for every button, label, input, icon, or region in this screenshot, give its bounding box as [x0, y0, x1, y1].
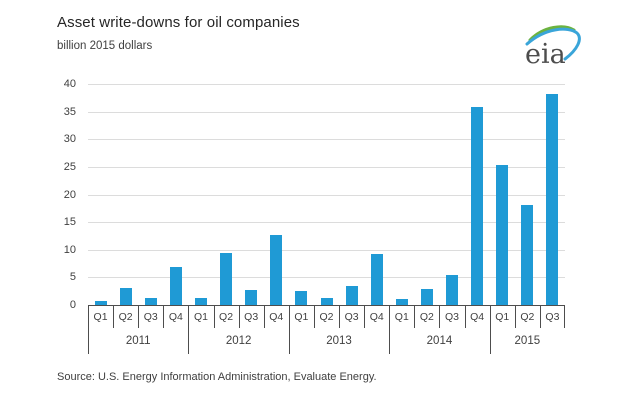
year-label: 2013	[326, 335, 352, 347]
bar-2011-Q3	[144, 298, 157, 305]
bar-2014-Q3	[446, 275, 459, 305]
quarter-label: Q2	[118, 311, 133, 323]
quarter-tick	[364, 306, 366, 328]
quarter-label: Q2	[419, 311, 434, 323]
bar-2014-Q1	[395, 298, 408, 305]
y-tick-label: 25	[63, 160, 76, 173]
quarter-tick	[414, 306, 416, 328]
year-label: 2015	[514, 335, 541, 347]
year-separator	[389, 306, 391, 354]
quarter-tick	[238, 306, 240, 328]
year-label: 2014	[426, 335, 453, 347]
quarter-tick	[213, 306, 215, 328]
y-tick-label: 30	[63, 133, 76, 146]
quarter-tick	[263, 306, 265, 328]
quarter-label: Q2	[219, 311, 234, 323]
quarter-label: Q1	[294, 311, 309, 323]
year-label: 2011	[125, 335, 151, 347]
bar-2013-Q2	[320, 298, 333, 305]
quarter-label: Q4	[369, 311, 384, 323]
quarter-label: Q1	[93, 311, 108, 323]
bar-2015-Q1	[496, 165, 509, 305]
bar-2015-Q2	[521, 205, 534, 305]
bar-2012-Q3	[245, 289, 258, 305]
quarter-tick	[564, 306, 565, 328]
quarter-label: Q4	[168, 311, 183, 323]
quarter-tick	[439, 306, 441, 328]
gridline	[88, 139, 565, 141]
quarter-tick	[313, 306, 315, 328]
bar-2011-Q4	[169, 267, 182, 305]
y-tick-label: 10	[63, 243, 76, 256]
bar-2013-Q4	[370, 254, 383, 305]
quarter-label: Q1	[394, 311, 409, 323]
quarter-tick	[539, 306, 541, 328]
year-separator	[188, 306, 190, 354]
bar-2015-Q3	[546, 93, 559, 305]
quarter-tick	[138, 306, 140, 328]
y-axis: 0 5 10 15 20 25 30 35 40	[36, 78, 76, 311]
gridline	[88, 84, 565, 85]
y-tick-label: 20	[63, 188, 76, 201]
chart-title: Asset write-downs for oil companies	[57, 14, 300, 31]
quarter-label: Q3	[244, 311, 259, 323]
bar-2014-Q2	[420, 288, 433, 305]
eia-logo: eia	[525, 25, 581, 70]
gridline	[88, 222, 565, 224]
source-note: Source: U.S. Energy Information Administ…	[57, 371, 377, 383]
bar-2011-Q1	[94, 300, 107, 305]
quarter-label: Q3	[344, 311, 359, 323]
bar-2013-Q1	[295, 291, 308, 305]
year-separator	[288, 306, 290, 354]
eia-logo-blue-swoosh	[525, 27, 581, 61]
quarter-label: Q2	[319, 311, 334, 323]
year-separator	[489, 306, 491, 354]
bar-2013-Q3	[345, 286, 358, 305]
quarter-label: Q4	[269, 311, 284, 323]
quarter-label: Q4	[470, 311, 485, 323]
x-axis: Q1 Q2 Q3 Q4 Q1 Q2 Q3 Q4 Q1 Q2 Q3 Q4 Q1 Q2 Q3 Q4 Q1 Q2 Q3 20…	[88, 305, 565, 356]
bar-2012-Q1	[194, 297, 207, 305]
gridline	[88, 194, 565, 196]
y-tick-label: 40	[63, 78, 76, 90]
quarter-tick	[163, 306, 165, 328]
quarter-label: Q3	[445, 311, 460, 323]
y-tick-label: 15	[63, 216, 76, 229]
bar-2014-Q4	[471, 107, 484, 305]
year-label: 2012	[225, 335, 252, 347]
quarter-label: Q1	[495, 311, 510, 323]
gridline	[88, 277, 565, 279]
y-tick-label: 0	[69, 299, 76, 311]
chart-unit-label: billion 2015 dollars	[57, 40, 153, 52]
gridline	[88, 166, 565, 168]
quarter-tick	[339, 306, 341, 328]
gridline	[88, 111, 565, 113]
quarter-tick	[514, 306, 516, 328]
y-tick-label: 35	[63, 105, 76, 118]
quarter-tick	[464, 306, 466, 328]
y-tick-label: 5	[69, 271, 76, 284]
quarter-label: Q3	[143, 311, 158, 323]
quarter-label: Q1	[193, 311, 208, 323]
plot-area	[88, 84, 565, 305]
quarter-label: Q3	[545, 311, 560, 323]
bar-2012-Q2	[220, 252, 233, 305]
eia-logo-text: eia	[525, 39, 566, 70]
quarter-label: Q2	[520, 311, 535, 323]
bar-2012-Q4	[270, 235, 283, 305]
quarter-tick	[113, 306, 115, 328]
gridline	[88, 249, 565, 251]
year-separator	[88, 306, 89, 354]
bar-2011-Q2	[119, 288, 132, 305]
